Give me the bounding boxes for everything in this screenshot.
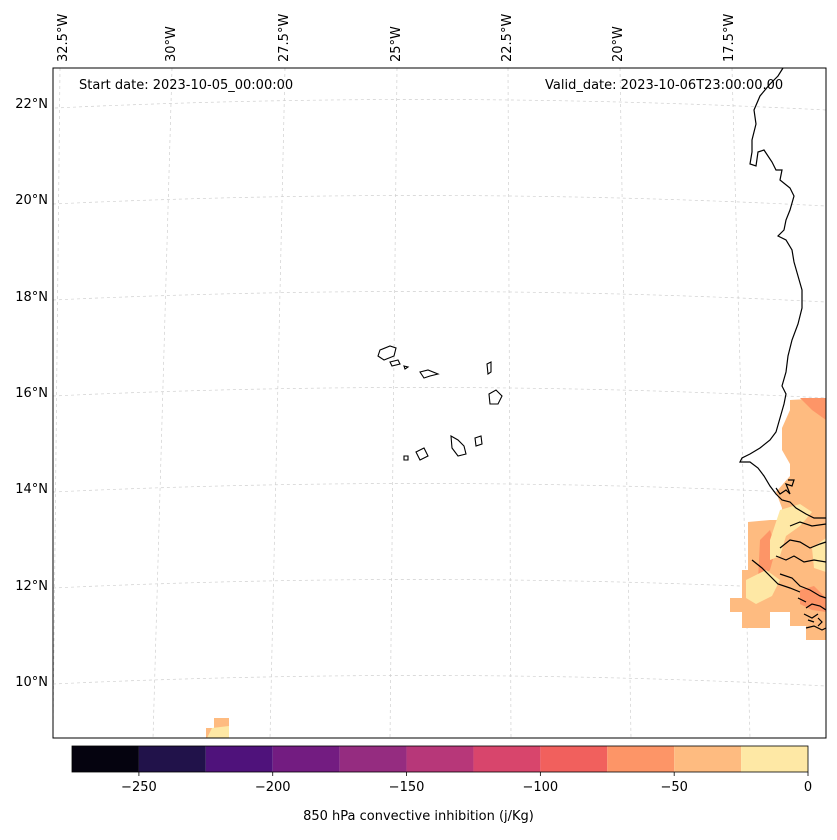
colorbar-segment xyxy=(674,746,742,772)
africa-coast xyxy=(739,67,826,519)
lon-label: 22.5°W xyxy=(500,13,515,62)
colorbar-tick-label: −200 xyxy=(254,780,291,795)
island-santo-antao xyxy=(377,345,397,361)
island-boa-vista xyxy=(488,389,503,405)
cin-area-small-yellow xyxy=(207,726,229,738)
island-sal xyxy=(486,361,492,375)
gridline-lat-12 xyxy=(52,579,827,591)
gridline-lon-22-5 xyxy=(507,67,512,739)
lon-label: 27.5°W xyxy=(277,13,292,62)
lon-label: 17.5°W xyxy=(722,13,737,62)
lat-label: 10°N xyxy=(15,675,48,690)
colorbar-segment xyxy=(72,746,139,772)
island-santa-luzia xyxy=(403,365,410,370)
colorbar xyxy=(71,745,809,776)
colorbar-segment xyxy=(741,746,808,772)
island-brava xyxy=(403,455,409,461)
colorbar-segment xyxy=(272,746,340,772)
cin-area-yellow-2 xyxy=(746,570,780,604)
map-frame xyxy=(52,67,827,739)
gridline-lon-32-5 xyxy=(52,67,61,739)
island-santiago xyxy=(450,435,467,457)
lat-label: 18°N xyxy=(15,290,48,305)
cin-area-yellow-3 xyxy=(812,538,826,572)
gridline-lat-18 xyxy=(52,291,827,303)
colorbar-segment xyxy=(473,746,541,772)
valid-date-label: Valid_date: 2023-10-06T23:00:00.00 xyxy=(545,78,784,93)
graticule xyxy=(52,67,827,739)
island-sao-vicente xyxy=(389,359,401,367)
lon-label: 30°W xyxy=(164,26,179,62)
cin-area-orange xyxy=(800,398,826,420)
colorbar-segment xyxy=(406,746,474,772)
colorbar-tick-label: −250 xyxy=(121,780,157,795)
lat-label: 16°N xyxy=(15,386,48,401)
lat-label: 20°N xyxy=(15,193,48,208)
colorbar-segment xyxy=(339,746,407,772)
gridline-lon-20 xyxy=(619,67,632,739)
lat-label: 12°N xyxy=(15,579,48,594)
gridline-lat-10 xyxy=(52,675,827,687)
island-sao-nicolau xyxy=(419,369,440,379)
gridline-lon-27-5 xyxy=(269,67,286,739)
coastlines xyxy=(739,67,827,631)
coast-guinea xyxy=(803,603,827,631)
gridline-lon-30 xyxy=(152,67,173,739)
dakar-peninsula xyxy=(775,479,795,495)
colorbar-segment xyxy=(138,746,206,772)
island-fogo xyxy=(415,447,429,461)
colorbar-tick-label: −100 xyxy=(522,780,559,795)
lat-label: 22°N xyxy=(15,97,48,112)
colorbar-tick-label: 0 xyxy=(803,780,813,795)
coast-guinea-bissau xyxy=(775,521,827,599)
colorbar-segment xyxy=(540,746,608,772)
gridline-lat-16 xyxy=(52,387,827,399)
gridline-lat-22 xyxy=(54,99,827,111)
colorbar-segment xyxy=(205,746,273,772)
cin-area-yellow xyxy=(770,504,812,560)
colorbar-border xyxy=(71,745,809,773)
colorbar-tick-label: −150 xyxy=(388,780,425,795)
start-date-label: Start date: 2023-10-05_00:00:00 xyxy=(79,78,294,93)
cape-verde-islands xyxy=(377,345,503,461)
coast-ext xyxy=(751,559,807,603)
gridline-lat-14 xyxy=(52,483,827,495)
colorbar-tick-label: −50 xyxy=(660,780,688,795)
lon-label: 25°W xyxy=(389,26,404,62)
bijagos-islands xyxy=(807,617,823,627)
cin-fill xyxy=(206,398,826,738)
colorbar-label: 850 hPa convective inhibition (j/Kg) xyxy=(303,809,534,824)
lon-label: 32.5°W xyxy=(56,13,71,62)
colorbar-segment xyxy=(607,746,675,772)
gridline-lon-25 xyxy=(389,67,398,739)
gridline-lat-20 xyxy=(52,195,827,207)
lat-label: 14°N xyxy=(15,482,48,497)
island-maio xyxy=(474,435,483,447)
gridline-lon-17-5 xyxy=(731,67,751,739)
lon-label: 20°W xyxy=(611,26,626,62)
